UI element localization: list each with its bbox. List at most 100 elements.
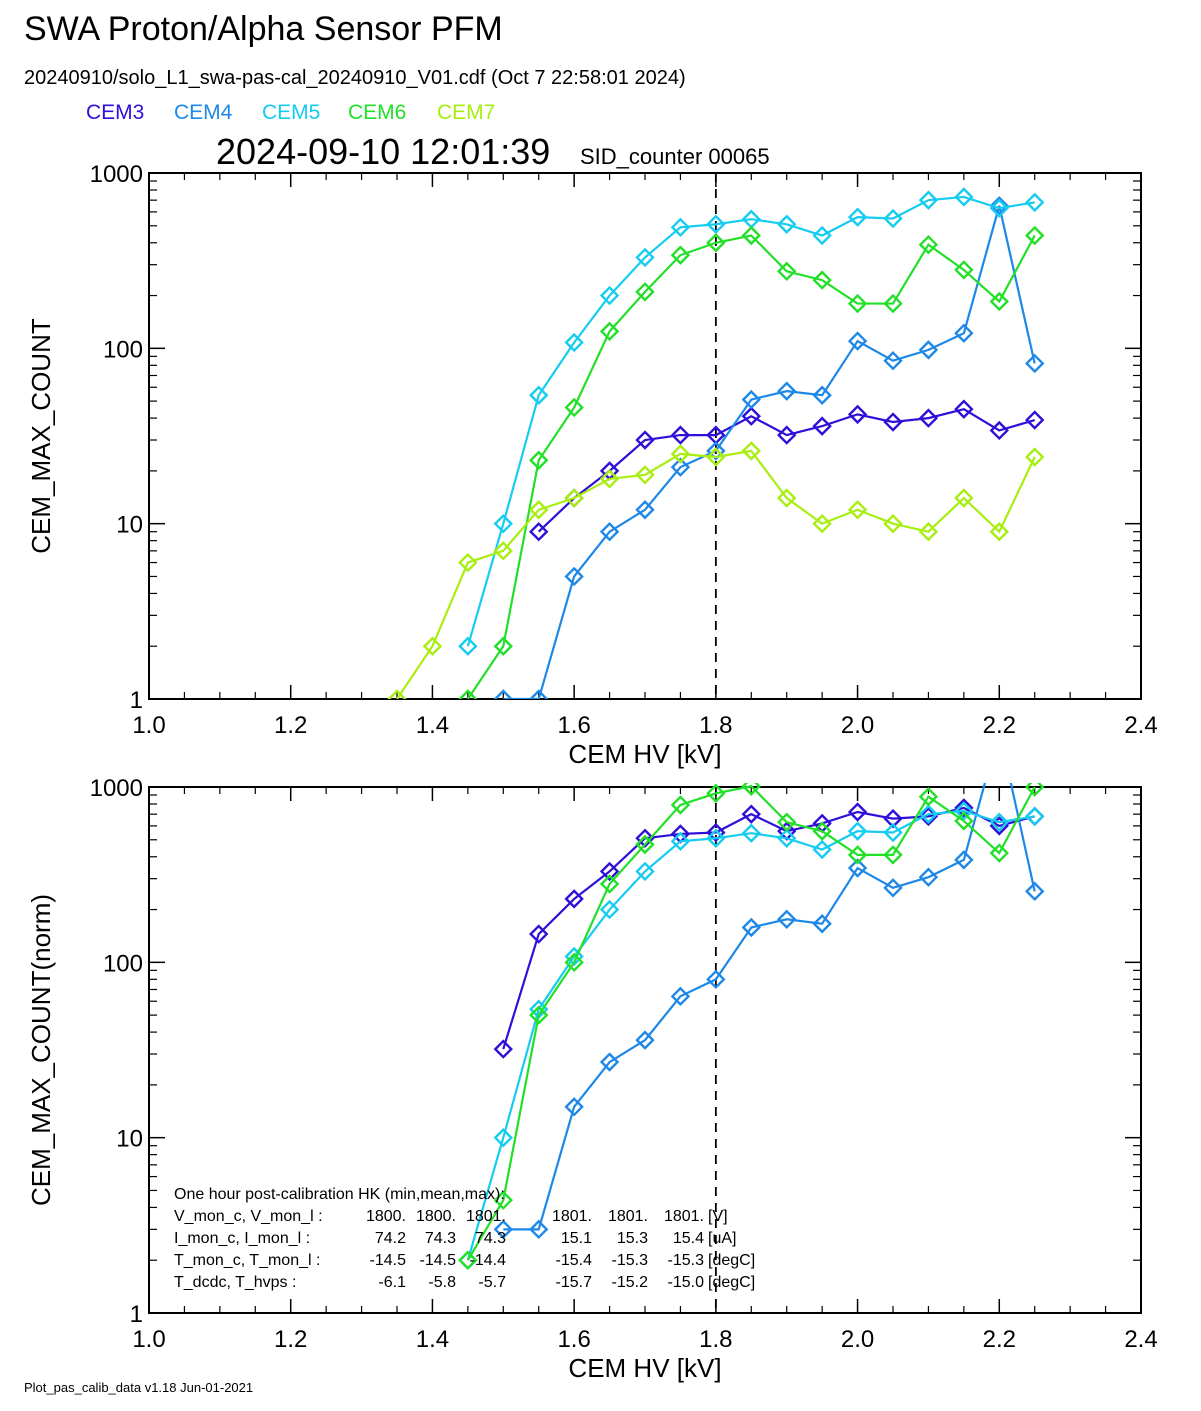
data-point xyxy=(777,828,797,848)
data-point xyxy=(458,636,478,656)
x-tick-label: 1.4 xyxy=(416,1326,449,1353)
data-point xyxy=(954,260,974,280)
data-point xyxy=(635,430,655,450)
series-line xyxy=(502,806,1035,1050)
data-point xyxy=(741,389,761,410)
data-point xyxy=(883,513,903,534)
data-point xyxy=(1025,881,1045,902)
x-tick-label: 1.8 xyxy=(699,712,732,739)
legend-cem5: CEM5 xyxy=(262,101,320,124)
data-point xyxy=(847,821,868,841)
data-point xyxy=(989,198,1009,218)
data-point xyxy=(918,340,939,360)
series-cem6 xyxy=(458,225,1045,699)
hk-unit: [uA] xyxy=(708,1230,736,1247)
data-point xyxy=(635,861,655,882)
hk-value: -15.4 xyxy=(556,1252,593,1269)
hk-value: -6.1 xyxy=(378,1274,406,1291)
data-point xyxy=(529,1219,549,1240)
x-tick-label: 2.4 xyxy=(1124,712,1157,739)
data-point xyxy=(706,828,726,848)
data-point xyxy=(670,795,691,815)
hk-value: 74.3 xyxy=(425,1230,456,1247)
x-tick-label: 2.0 xyxy=(841,1326,874,1353)
data-point xyxy=(387,689,407,699)
data-point xyxy=(741,441,761,461)
data-point xyxy=(954,798,974,818)
data-point xyxy=(422,636,443,656)
hk-value: 1801. xyxy=(466,1208,506,1225)
legend-cem7: CEM7 xyxy=(437,101,495,124)
data-point xyxy=(954,801,974,821)
hk-value: -15.0 xyxy=(668,1274,705,1291)
hk-title: One hour post-calibration HK (min,mean,m… xyxy=(174,1186,505,1203)
data-point xyxy=(564,566,584,587)
data-point xyxy=(635,828,655,848)
file-info: 20240910/solo_L1_swa-pas-cal_20240910_V0… xyxy=(24,67,686,89)
data-point xyxy=(847,331,868,351)
y-tick-label: 1 xyxy=(130,1301,143,1328)
data-point xyxy=(706,233,726,253)
hk-row: T_mon_c, T_mon_l : -14.5 -14.5 -14.4 -15… xyxy=(174,1252,755,1269)
data-point xyxy=(635,500,655,520)
x-tick-label: 2.2 xyxy=(983,1326,1016,1353)
data-point xyxy=(1025,353,1045,374)
data-point xyxy=(812,914,832,934)
data-point xyxy=(564,397,584,418)
data-point xyxy=(706,783,726,804)
data-point xyxy=(741,406,761,426)
data-point xyxy=(670,217,691,238)
data-point xyxy=(847,404,868,425)
legend-cem4: CEM4 xyxy=(174,101,233,124)
hk-value: -15.3 xyxy=(612,1252,649,1269)
data-point xyxy=(918,867,939,887)
series-line xyxy=(396,449,1036,699)
hk-value: 74.2 xyxy=(375,1230,406,1247)
x-tick-label: 1.0 xyxy=(132,712,165,739)
data-point xyxy=(635,1030,655,1050)
data-point xyxy=(529,689,549,699)
data-point xyxy=(989,420,1009,441)
data-point xyxy=(989,196,1009,216)
data-point xyxy=(493,689,513,699)
data-point xyxy=(741,804,761,824)
data-point xyxy=(529,924,549,944)
sid-counter: SID_counter 00065 xyxy=(580,144,770,169)
data-point xyxy=(564,332,584,353)
hk-value: 1801. xyxy=(608,1208,648,1225)
data-point xyxy=(883,822,903,843)
data-point xyxy=(954,811,974,831)
data-point xyxy=(883,351,903,371)
series-line xyxy=(503,205,1036,699)
data-point xyxy=(599,469,620,489)
data-point xyxy=(564,488,584,508)
series-line xyxy=(466,809,1035,1261)
data-point xyxy=(635,465,655,485)
hk-value: 74.3 xyxy=(475,1230,506,1247)
data-point xyxy=(458,552,478,573)
hk-row-label: I_mon_c, I_mon_l : xyxy=(174,1230,310,1247)
data-point xyxy=(812,270,832,290)
data-point xyxy=(989,291,1009,312)
data-point xyxy=(670,986,691,1007)
data-point xyxy=(706,441,726,461)
plot-frame xyxy=(148,172,1142,700)
data-point xyxy=(529,385,549,405)
data-point xyxy=(954,323,974,343)
data-point xyxy=(635,282,655,302)
data-point xyxy=(1025,806,1045,827)
y-tick-label: 1000 xyxy=(90,161,143,188)
data-point xyxy=(599,899,620,920)
series-line xyxy=(466,785,1036,1261)
data-point xyxy=(954,399,974,419)
series-line xyxy=(466,234,1036,699)
data-point xyxy=(670,457,691,477)
data-point xyxy=(670,831,691,852)
max-count-chart: 1.0 1.2 1.4 1.6 1.8 2.0 2.2 2.4 1 10 100 1000 CEM HV… xyxy=(26,161,1158,769)
hk-row-label: V_mon_c, V_mon_l : xyxy=(174,1208,323,1225)
data-point xyxy=(847,293,868,314)
hk-value: 1800. xyxy=(366,1208,406,1225)
x-tick-label: 1.2 xyxy=(274,712,307,739)
series-cem3 xyxy=(493,798,1045,1059)
data-point xyxy=(883,878,903,898)
